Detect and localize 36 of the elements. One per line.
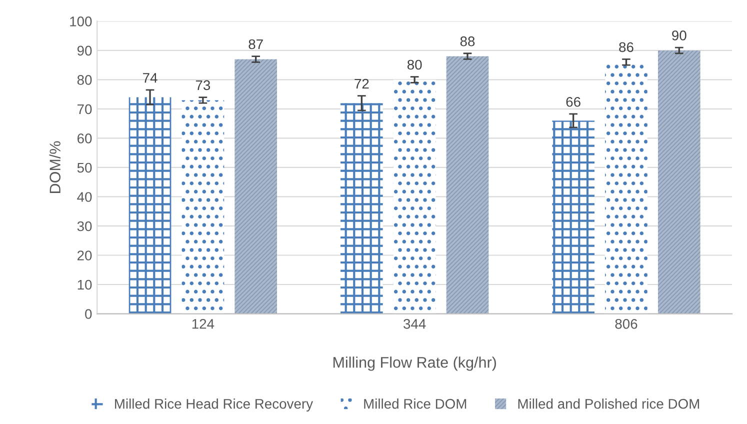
y-tick-label: 60	[78, 134, 92, 144]
y-tick-label: 50	[77, 162, 92, 173]
x-tick-label: 344	[404, 318, 426, 329]
legend-label: Milled and Polished rice DOM	[518, 398, 700, 409]
legend-label: Milled Rice DOM	[364, 398, 466, 409]
data-label: 88	[460, 36, 475, 46]
data-label: 87	[248, 39, 263, 50]
x-axis-title: Milling Flow Rate (kg/hr)	[333, 356, 496, 371]
bar	[182, 100, 224, 314]
bar	[552, 120, 594, 314]
data-label: 86	[619, 42, 634, 52]
y-tick-label: 70	[78, 104, 92, 114]
x-tick-label: 124	[192, 318, 214, 329]
y-tick-label: 0	[85, 309, 92, 319]
bar	[234, 59, 278, 314]
legend-label: Milled Rice Head Rice Recovery	[115, 398, 314, 412]
y-tick-label: 80	[77, 75, 92, 85]
data-label: 73	[196, 80, 210, 90]
y-axis-title: DOM/%	[49, 141, 61, 193]
data-label: 72	[354, 78, 369, 89]
bar	[446, 56, 489, 314]
data-label: 90	[672, 30, 686, 40]
bar	[340, 103, 383, 314]
data-label: 66	[566, 96, 580, 107]
y-tick-label: 20	[78, 250, 92, 260]
y-tick-label: 40	[77, 192, 92, 202]
x-tick-label: 806	[615, 318, 638, 329]
bar	[658, 50, 700, 314]
y-tick-label: 10	[78, 280, 92, 290]
y-tick-label: 100	[70, 16, 92, 26]
data-label: 80	[407, 60, 422, 70]
y-tick-label: 30	[77, 221, 92, 232]
data-label: 74	[143, 73, 158, 83]
bar	[128, 97, 172, 314]
y-tick-label: 90	[77, 46, 92, 56]
bar	[393, 80, 436, 314]
